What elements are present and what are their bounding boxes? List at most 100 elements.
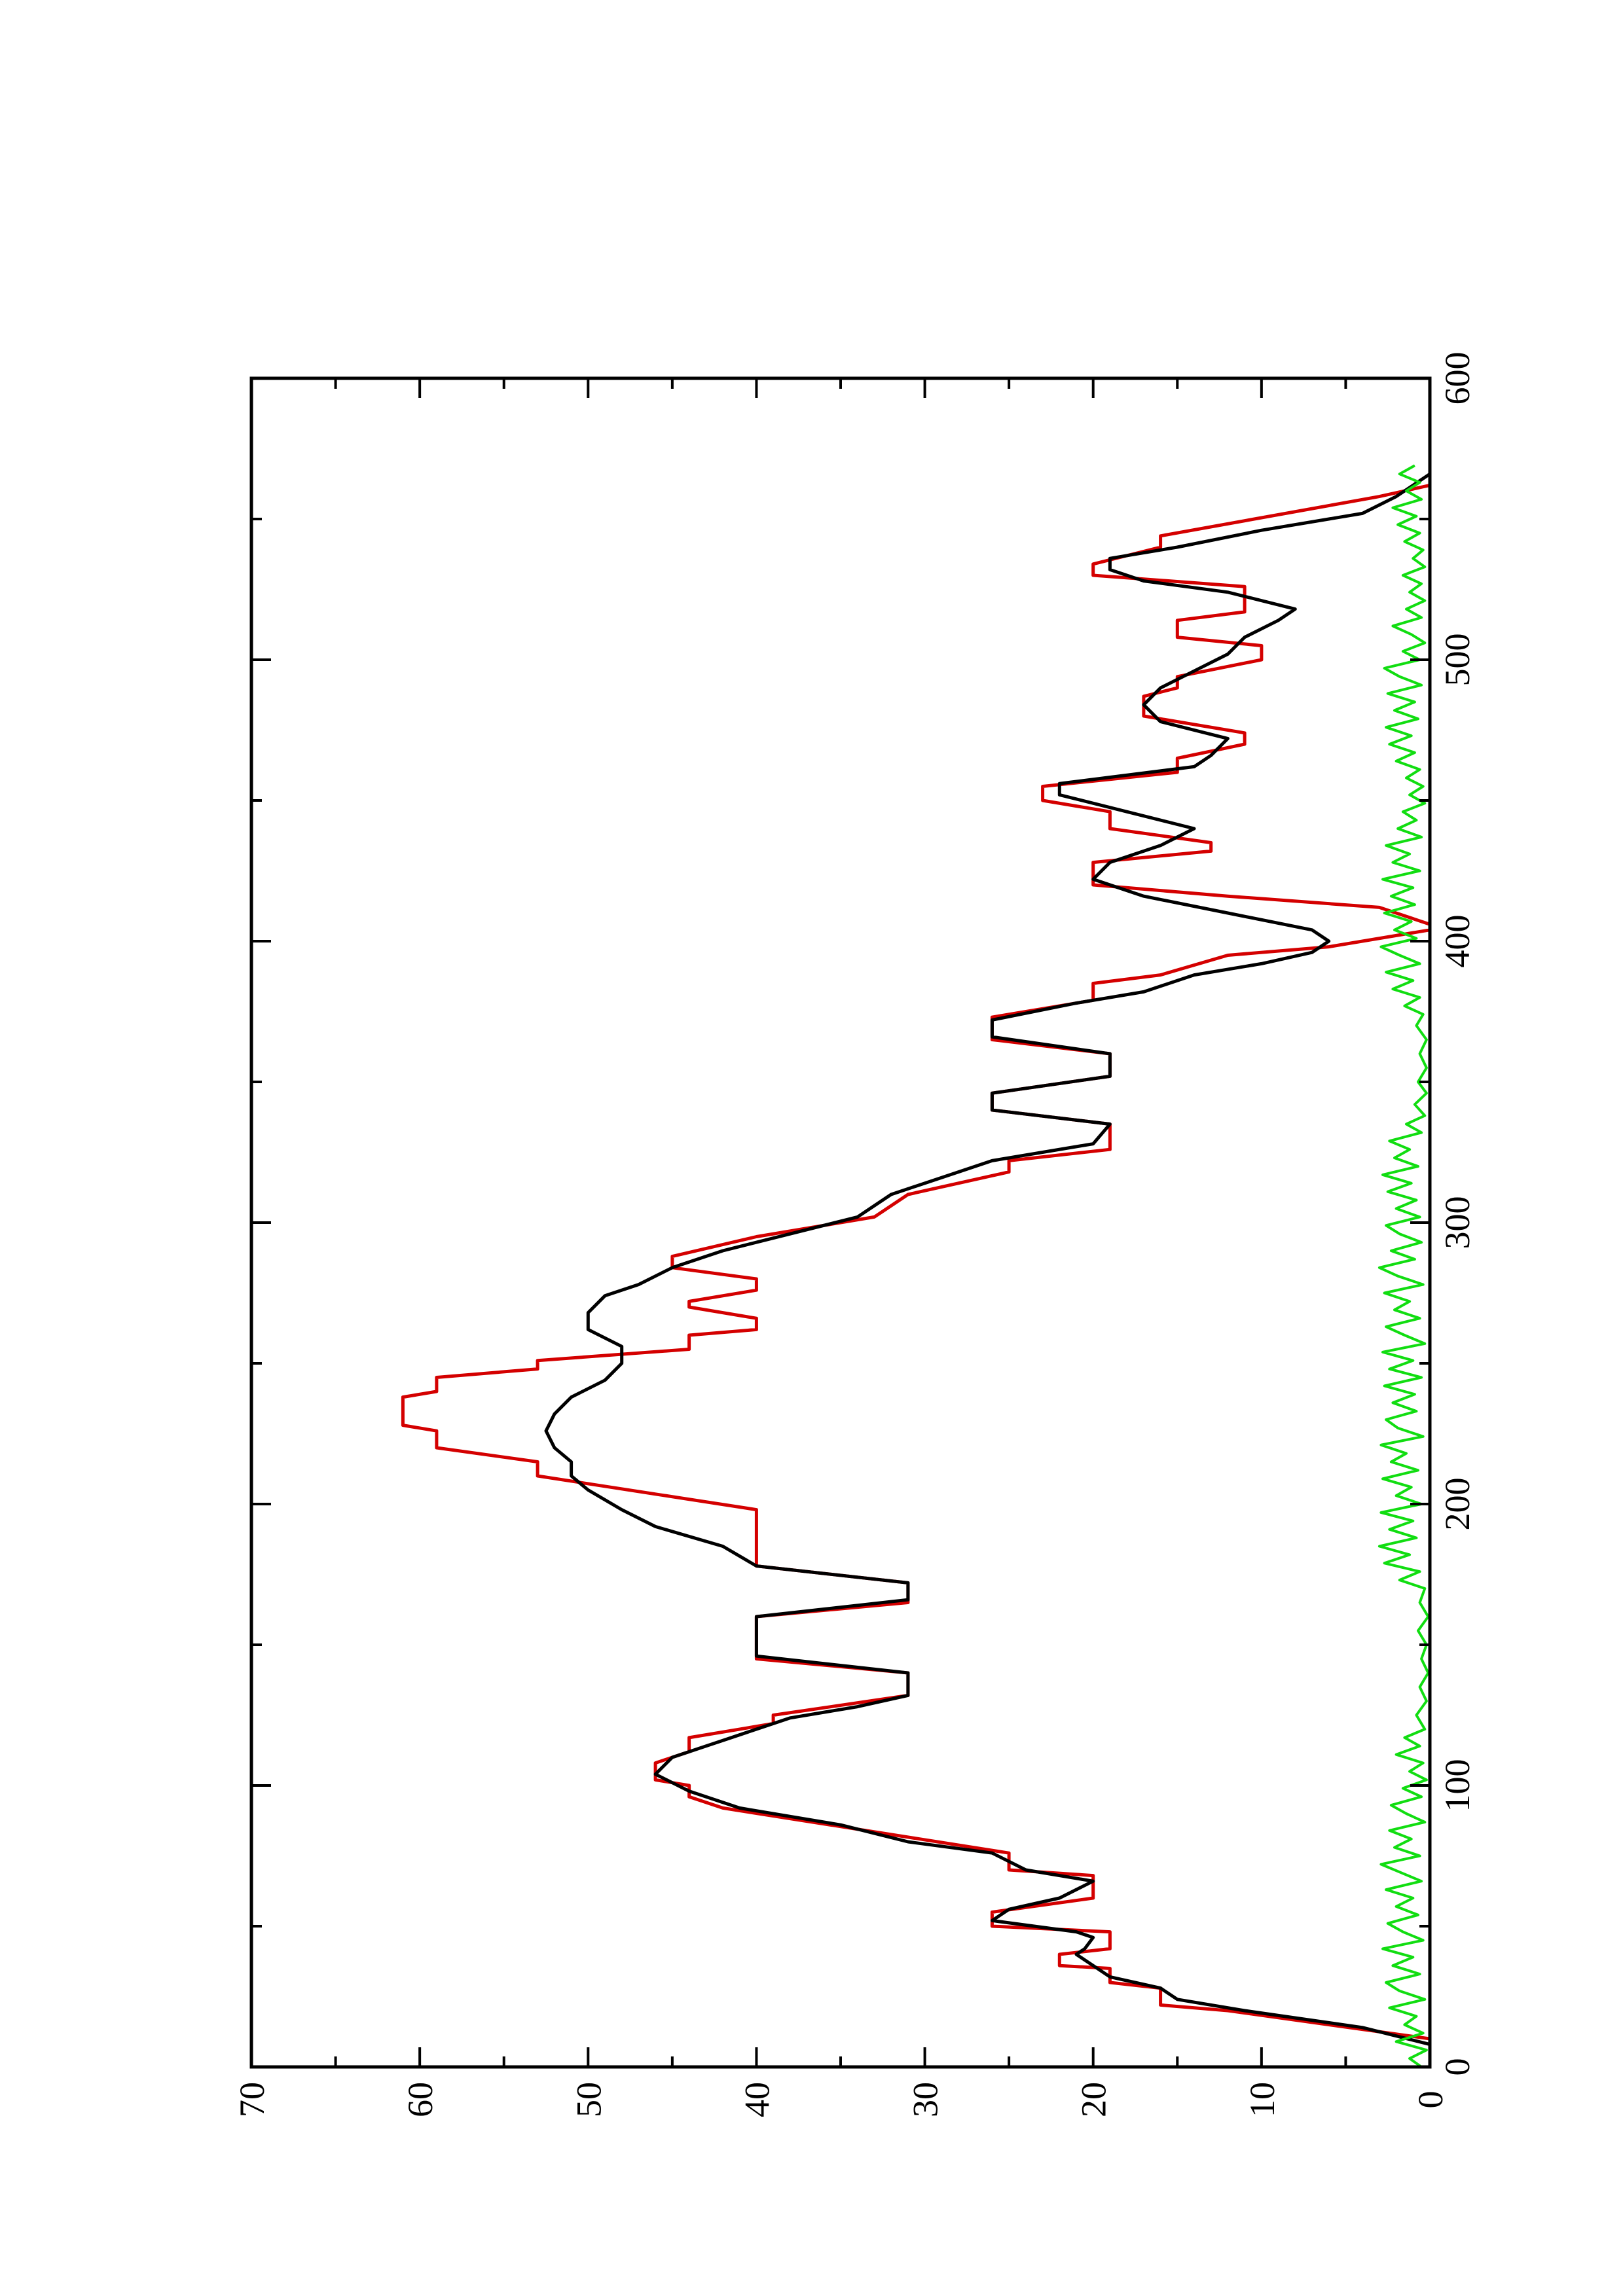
series-3-point [1426,1701,1427,1702]
y-tick-label: 0 [1411,2091,1450,2109]
series-3-point [1426,2050,1427,2051]
series-3-point [1404,541,1405,542]
series-2-point [992,1920,993,1921]
x-tick-label: 300 [1438,1196,1477,1249]
series-3-point [1402,1931,1403,1932]
series-2-point [891,1194,892,1195]
series-3-point [1416,938,1417,939]
series-3-point [1419,1974,1420,1975]
series-1-point [1177,676,1178,677]
series-1-point [756,1329,757,1330]
series-3-point [1418,1630,1419,1631]
series-3-point [1402,575,1403,576]
series-3-point [1389,2007,1390,2008]
series-2-point [1084,1948,1085,1949]
series-1-point [907,1602,908,1603]
x-tick-label: 100 [1438,1759,1477,1812]
series-2-point [907,1673,908,1674]
series-3-point [1418,1914,1419,1915]
series-1-point [1177,688,1178,689]
series-3-point [1399,676,1400,677]
series-2-point [621,1346,622,1347]
series-1-point [1009,1853,1010,1854]
series-3-point [1416,1411,1417,1412]
series-3-point [1411,1487,1412,1488]
series-2-point [1143,896,1144,897]
x-tick-label: 600 [1438,352,1477,405]
series-2-point [857,1706,858,1707]
series-2-point [1362,2027,1363,2028]
series-3-point [1414,752,1415,753]
y-tick-label: 30 [906,2082,945,2117]
series-2-point [571,1476,572,1477]
series-2-point [992,1160,993,1161]
series-1-point [1160,547,1161,548]
series-3 [1377,464,1430,2068]
series-1-point [756,1290,757,1291]
series-3-point [1418,1470,1419,1471]
series-3-point [1414,1104,1415,1105]
x-tick-label: 200 [1438,1478,1477,1531]
series-2-point [655,1526,656,1527]
series-3-point [1384,913,1385,914]
series-1-point [992,1039,993,1040]
series-2-point [588,1329,589,1330]
series-2-point [1160,721,1161,722]
series-1-point [1143,716,1144,717]
plot-frame [249,376,1432,2069]
series-1-point [1177,772,1178,773]
series-1-point [436,1391,437,1392]
series-2-point [621,1509,622,1510]
series-1-point [436,1377,437,1378]
series-2-point [1261,963,1262,964]
series-3-point [1399,474,1400,475]
series-1-point [756,1279,757,1280]
series-3-point [1399,1990,1400,1991]
series-3-point [1386,1225,1387,1226]
series-3-point [1387,1191,1388,1192]
series-3-point [1389,1830,1390,1831]
series-2-point [1025,1870,1026,1871]
series-1-point [1059,1965,1060,1966]
series-1-point [1042,786,1043,787]
series-2-point [1312,952,1313,953]
series-2-point [1177,547,1178,548]
series-3-point [1411,921,1412,922]
x-tick-label: 0 [1438,2058,1477,2076]
series-3-point [1384,1563,1385,1564]
series-3-point [1419,1602,1420,1603]
series-1-point [1059,1954,1060,1955]
series-3-point [1421,617,1422,618]
series-2-point [1076,1954,1077,1955]
series-3-point [1416,820,1417,821]
x-tick-label: 500 [1438,634,1477,687]
series-1-point [1160,535,1161,536]
series-1-point [1009,1870,1010,1871]
series-2-point [1160,845,1161,846]
series-3-point [1386,727,1387,728]
series-3-point [1387,1923,1388,1924]
series-3-point [1389,744,1390,745]
series-3-point [1419,769,1420,770]
series-2-point [1009,1909,1010,1910]
series-2-point [621,1363,622,1364]
series-2-line [544,473,1432,2067]
series-3-point [1406,491,1407,492]
y-tick-label: 60 [401,2082,440,2117]
y-tick-label: 70 [232,2082,272,2117]
y-tick-label: 20 [1074,2082,1114,2117]
series-3-point [1386,845,1387,846]
series-3-point [1386,1982,1387,1983]
y-tick-label: 50 [569,2082,608,2117]
series-2-point [992,1853,993,1854]
series-1-point [1328,946,1329,947]
series-1-point [1177,758,1178,759]
series-3-point [1418,1166,1419,1167]
series-3-point [1419,1318,1420,1319]
series-3-point [1404,1005,1405,1006]
series-1-point [756,1509,757,1510]
series-2-point [1059,1898,1060,1899]
series-2-point [756,1656,757,1657]
series-1-point [907,1194,908,1195]
